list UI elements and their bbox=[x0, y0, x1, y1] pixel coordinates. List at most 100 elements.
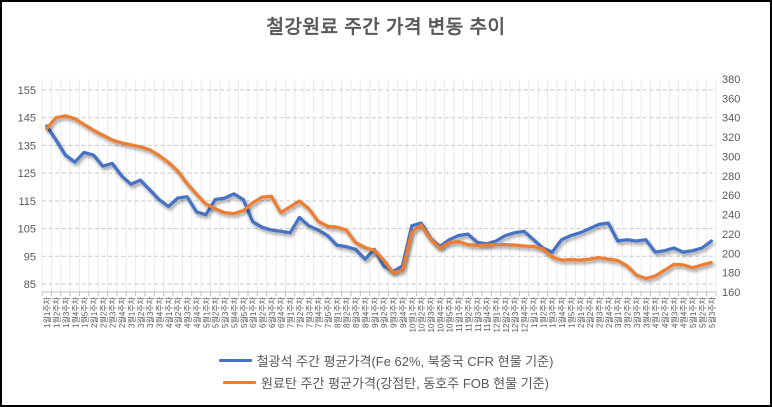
right-axis-tick: 340 bbox=[722, 113, 740, 125]
x-axis-category-label: 5월3주차 bbox=[707, 296, 717, 328]
x-axis-category-label: 3월2주차 bbox=[136, 296, 146, 328]
x-axis-category-label: 5월2주차 bbox=[697, 296, 707, 328]
x-axis-category-label: 2월3주차 bbox=[108, 296, 118, 328]
x-axis-category-label: 4월3주차 bbox=[183, 296, 193, 328]
x-axis-category-label: 4월4주차 bbox=[679, 296, 689, 328]
x-axis-category-label: 8월3주차 bbox=[351, 296, 361, 328]
chart-legend: 철광석 주간 평균가격(Fe 62%, 북중국 CFR 현물 기준) 원료탄 주… bbox=[2, 351, 770, 392]
x-axis-category-label: 1월4주차 bbox=[557, 296, 567, 328]
x-axis-category-label: 4월2주차 bbox=[660, 296, 670, 328]
x-axis-category-label: 8월1주차 bbox=[332, 296, 342, 328]
x-axis-category-label: 7월1주차 bbox=[286, 296, 296, 328]
x-axis-category-label: 2월3주차 bbox=[594, 296, 604, 328]
x-axis-category-label: 4월4주차 bbox=[192, 296, 202, 328]
x-axis-category-label: 8월4주차 bbox=[360, 296, 370, 328]
x-axis-category-label: 7월5주차 bbox=[323, 296, 333, 328]
left-axis-tick: 135 bbox=[18, 140, 36, 152]
x-axis-category-label: 1월1주차 bbox=[529, 296, 539, 328]
gridlines bbox=[41, 79, 717, 296]
x-axis-category-label: 6월4주차 bbox=[276, 296, 286, 328]
right-axis-tick: 380 bbox=[722, 74, 740, 86]
x-axis-category-label: 12월1주차 bbox=[492, 296, 502, 332]
coking-coal-legend-label: 원료탄 주간 평균가격(강점탄, 동호주 FOB 현물 기준) bbox=[261, 376, 549, 391]
right-axis-tick: 360 bbox=[722, 93, 740, 105]
left-axis-tick: 155 bbox=[18, 85, 36, 97]
x-axis-category-label: 5월4주차 bbox=[229, 296, 239, 328]
right-axis-tick: 220 bbox=[722, 229, 740, 241]
x-axis-category-label: 6월1주차 bbox=[248, 296, 258, 328]
x-axis-category-label: 1월1주차 bbox=[42, 296, 52, 328]
x-axis-category-label: 1월5주차 bbox=[80, 296, 90, 328]
coking-coal-line bbox=[45, 114, 713, 281]
left-axis-tick: 105 bbox=[18, 224, 36, 236]
x-axis-category-label: 2월2주차 bbox=[585, 296, 595, 328]
left-axis-tick: 95 bbox=[24, 251, 36, 263]
x-axis-category-label: 1월2주차 bbox=[52, 296, 62, 328]
x-axis-category-label: 5월1주차 bbox=[688, 296, 698, 328]
x-axis-category-label: 3월3주차 bbox=[632, 296, 642, 328]
left-axis-tick: 115 bbox=[18, 196, 36, 208]
x-axis-category-label: 7월2주차 bbox=[295, 296, 305, 328]
chart-title: 철강원료 주간 가격 변동 추이 bbox=[266, 17, 506, 38]
x-axis-category-label: 1월5주차 bbox=[566, 296, 576, 328]
x-axis-category-label: 2월1주차 bbox=[89, 296, 99, 328]
x-axis-category-label: 7월4주차 bbox=[314, 296, 324, 328]
x-axis-category-label: 5월2주차 bbox=[211, 296, 221, 328]
x-axis-category-label: 11월3주차 bbox=[473, 296, 483, 331]
x-axis-category-label: 4월2주차 bbox=[173, 296, 183, 328]
x-axis-category-label: 6월3주차 bbox=[267, 296, 277, 328]
x-axis-category-label: 10월5주차 bbox=[445, 296, 455, 332]
x-axis-category-label: 9월1주차 bbox=[370, 296, 380, 328]
x-axis-category-label: 11월2주차 bbox=[463, 296, 473, 331]
x-axis-category-label: 9월4주차 bbox=[398, 296, 408, 328]
right-axis-tick: 160 bbox=[722, 287, 740, 299]
x-axis-category-label: 5월1주차 bbox=[201, 296, 211, 328]
x-axis-category-label: 9월3주차 bbox=[389, 296, 399, 328]
right-axis-tick: 280 bbox=[722, 171, 740, 183]
x-axis-category-label: 11월1주차 bbox=[454, 296, 464, 331]
x-axis-category-label: 5월3주차 bbox=[220, 296, 230, 328]
x-axis-category-label: 12월3주차 bbox=[510, 296, 520, 332]
x-axis-category-label: 4월1주차 bbox=[651, 296, 661, 328]
right-axis-tick: 320 bbox=[722, 132, 740, 144]
x-axis-category-label: 6월2주차 bbox=[257, 296, 267, 328]
x-axis-category-label: 2월1주차 bbox=[576, 296, 586, 328]
x-axis-category-label: 2월4주차 bbox=[604, 296, 614, 328]
x-axis-category-label: 5월5주차 bbox=[239, 296, 249, 328]
axis-labels: 155 145 135 125 115 105 95 85 380 360 340 320 300 280… bbox=[18, 74, 741, 332]
x-axis-category-label: 2월4주차 bbox=[117, 296, 127, 328]
series-lines bbox=[45, 114, 713, 281]
x-axis-category-label: 1월3주차 bbox=[548, 296, 558, 328]
x-axis-category-label: 3월2주차 bbox=[623, 296, 633, 328]
x-axis-category-label: 10월4주차 bbox=[435, 296, 445, 332]
left-axis-tick: 125 bbox=[18, 168, 36, 180]
right-axis-tick: 300 bbox=[722, 151, 740, 163]
x-axis-category-label: 10월3주차 bbox=[426, 296, 436, 332]
x-axis-category-label: 4월3주차 bbox=[669, 296, 679, 328]
iron-ore-line bbox=[45, 124, 713, 274]
x-axis-category-label: 3월3주차 bbox=[145, 296, 155, 328]
iron-ore-legend-label: 철광석 주간 평균가격(Fe 62%, 북중국 CFR 현물 기준) bbox=[256, 354, 554, 369]
x-axis-category-label: 1월2주차 bbox=[538, 296, 548, 328]
left-axis-tick: 85 bbox=[24, 279, 36, 291]
x-axis-category-label: 9월2주차 bbox=[379, 296, 389, 328]
x-axis-category-label: 3월4주차 bbox=[155, 296, 165, 328]
x-axis-category-label: 3월1주차 bbox=[613, 296, 623, 328]
x-axis-category-label: 12월2주차 bbox=[501, 296, 511, 332]
right-axis-tick: 180 bbox=[722, 268, 740, 280]
x-axis-category-label: 8월2주차 bbox=[342, 296, 352, 328]
x-axis-category-label: 10월1주차 bbox=[407, 296, 417, 332]
iron-ore-line-swatch bbox=[218, 358, 252, 363]
x-axis-category-label: 3월4주차 bbox=[641, 296, 651, 328]
x-axis-category-label: 7월3주차 bbox=[304, 296, 314, 328]
x-axis-category-label: 1월3주차 bbox=[61, 296, 71, 328]
right-axis-tick: 240 bbox=[722, 210, 740, 222]
coking-coal-line-swatch bbox=[223, 380, 257, 385]
x-axis-category-label: 12월4주차 bbox=[520, 296, 530, 332]
x-axis-category-label: 4월1주차 bbox=[164, 296, 174, 328]
right-axis-tick: 200 bbox=[722, 248, 740, 260]
x-axis-category-label: 2월2주차 bbox=[98, 296, 108, 328]
legend-item-iron-ore: 철광석 주간 평균가격(Fe 62%, 북중국 CFR 현물 기준) bbox=[218, 351, 554, 370]
